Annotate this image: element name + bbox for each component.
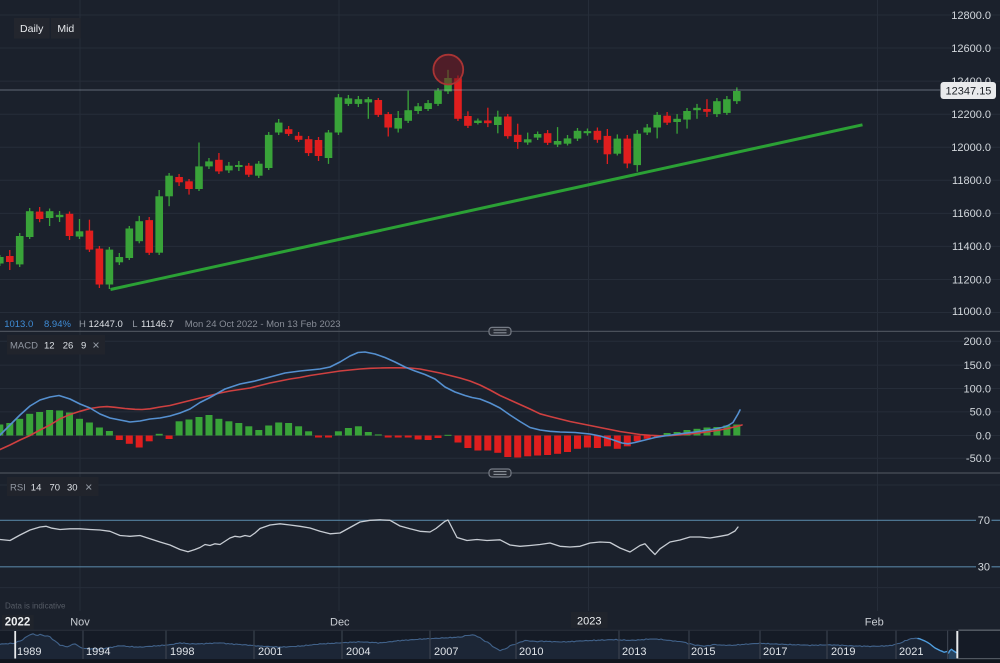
svg-text:RSI: RSI [10, 482, 26, 493]
svg-text:MACD: MACD [10, 340, 38, 351]
svg-text:12447.0: 12447.0 [89, 319, 123, 330]
svg-text:12600.0: 12600.0 [951, 43, 991, 55]
svg-text:2022: 2022 [5, 617, 31, 629]
svg-text:11000.0: 11000.0 [952, 306, 991, 318]
svg-text:1989: 1989 [17, 646, 41, 658]
svg-text:Feb: Feb [865, 617, 884, 629]
svg-text:11146.7: 11146.7 [141, 319, 174, 330]
svg-text:Mid: Mid [57, 23, 74, 35]
svg-text:2010: 2010 [519, 646, 543, 658]
svg-text:11600.0: 11600.0 [952, 208, 991, 220]
svg-text:Mon 24 Oct 2022 - Mon 13 Feb 2: Mon 24 Oct 2022 - Mon 13 Feb 2023 [185, 319, 341, 330]
svg-text:L: L [132, 319, 137, 330]
svg-text:2015: 2015 [691, 646, 715, 658]
svg-text:2023: 2023 [577, 616, 601, 628]
svg-text:-50.0: -50.0 [966, 453, 991, 465]
svg-text:Nov: Nov [70, 617, 90, 629]
svg-text:30: 30 [978, 562, 990, 574]
svg-text:14: 14 [31, 482, 42, 493]
svg-text:2001: 2001 [258, 646, 282, 658]
svg-text:1998: 1998 [170, 646, 194, 658]
svg-text:26: 26 [63, 340, 74, 351]
svg-text:1013.0: 1013.0 [4, 319, 33, 330]
svg-text:0.0: 0.0 [976, 430, 991, 442]
svg-text:70: 70 [50, 482, 61, 493]
svg-text:50.0: 50.0 [970, 407, 991, 419]
svg-text:✕: ✕ [92, 341, 100, 352]
svg-text:150.0: 150.0 [963, 360, 991, 372]
svg-text:70: 70 [978, 515, 990, 527]
svg-text:11400.0: 11400.0 [952, 241, 991, 253]
svg-text:12800.0: 12800.0 [951, 10, 991, 22]
svg-text:11800.0: 11800.0 [952, 175, 991, 187]
svg-text:200.0: 200.0 [963, 336, 991, 348]
svg-text:2021: 2021 [899, 646, 923, 658]
svg-text:1994: 1994 [86, 646, 110, 658]
svg-text:2007: 2007 [434, 646, 458, 658]
svg-text:30: 30 [67, 482, 78, 493]
svg-text:8.94%: 8.94% [44, 319, 71, 330]
svg-text:12347.15: 12347.15 [946, 85, 992, 97]
svg-text:2017: 2017 [763, 646, 787, 658]
svg-text:12000.0: 12000.0 [951, 142, 991, 154]
svg-text:H: H [79, 319, 86, 330]
svg-text:2013: 2013 [622, 646, 646, 658]
svg-text:9: 9 [81, 340, 86, 351]
svg-text:12: 12 [44, 340, 55, 351]
svg-text:11200.0: 11200.0 [952, 274, 991, 286]
svg-text:100.0: 100.0 [963, 383, 991, 395]
svg-text:Data is indicative: Data is indicative [5, 602, 66, 611]
svg-text:Daily: Daily [20, 23, 44, 35]
svg-text:Dec: Dec [330, 617, 350, 629]
svg-text:✕: ✕ [85, 483, 93, 494]
svg-text:2004: 2004 [346, 646, 370, 658]
svg-text:2019: 2019 [831, 646, 855, 658]
svg-text:12200.0: 12200.0 [951, 109, 991, 121]
